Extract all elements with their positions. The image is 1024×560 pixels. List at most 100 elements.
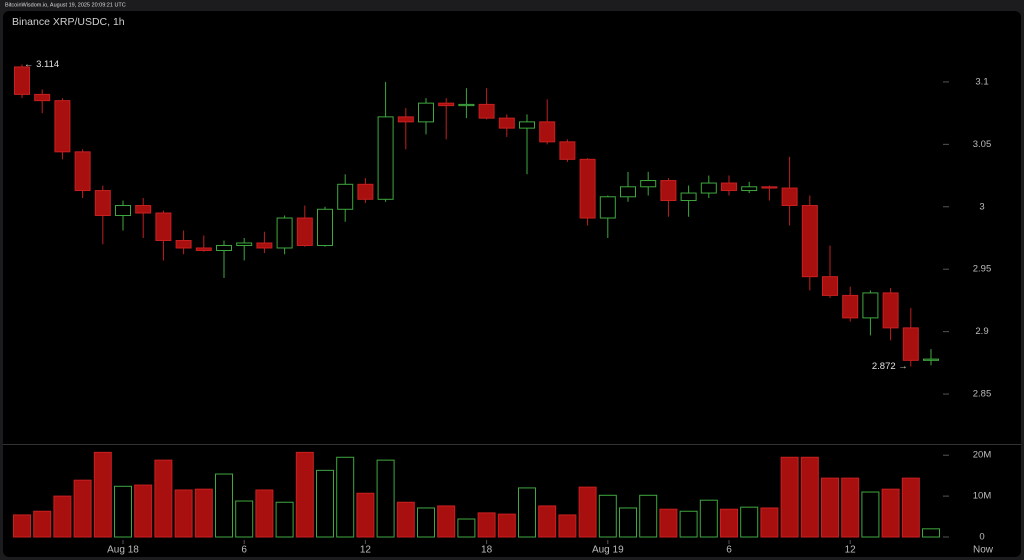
volume-bar [194, 488, 213, 538]
candle-body [680, 192, 697, 202]
volume-bar [619, 507, 637, 538]
volume-bar [639, 494, 658, 538]
volume-bar [53, 495, 72, 538]
volume-bar [720, 508, 738, 538]
volume-bar [901, 477, 920, 538]
volume-bar [659, 508, 678, 538]
price-annotation: ← 3.114 [24, 59, 59, 70]
candle-body [397, 116, 414, 123]
candle-body [842, 294, 859, 319]
volume-tick-label: 0 [979, 532, 984, 543]
volume-bar [93, 451, 112, 538]
volume-bar [437, 505, 456, 538]
candle-body [599, 196, 616, 219]
candle-body [882, 292, 899, 329]
volume-tick-label: 20M [973, 450, 992, 461]
volume-bar [376, 459, 395, 538]
plot-background [3, 11, 1021, 557]
y-tick-label: 3.05 [973, 139, 992, 150]
candle-body [640, 180, 657, 188]
volume-bar [336, 456, 355, 538]
volume-bar [477, 512, 496, 538]
candle-body [620, 186, 636, 198]
candle-body [781, 187, 798, 207]
y-tick-label: 2.95 [973, 264, 992, 275]
candle-body [357, 183, 374, 200]
volume-bar [922, 528, 940, 538]
volume-bar [861, 491, 880, 538]
volume-bar [841, 477, 860, 538]
volume-bar [13, 514, 31, 538]
price-annotation: 2.872 → [872, 361, 908, 372]
candle-body [175, 239, 192, 249]
volume-bar [578, 486, 597, 538]
x-tick-label: 6 [726, 545, 732, 556]
candle-body [660, 180, 677, 202]
y-tick-label: 2.85 [973, 389, 992, 400]
candle-body [579, 158, 596, 219]
x-tick-label: Aug 18 [107, 545, 139, 556]
candle-body [74, 151, 91, 192]
candle-body [94, 190, 111, 217]
candle-body [195, 247, 212, 251]
x-now-label: Now [973, 545, 994, 556]
candle-body [236, 242, 253, 246]
candle-body [276, 217, 293, 249]
candle-body [862, 292, 879, 319]
volume-bar [356, 492, 375, 538]
chart-title: Binance XRP/USDC, 1h [12, 16, 125, 28]
volume-bar [518, 487, 536, 538]
volume-bar [699, 499, 718, 538]
volume-bar [780, 456, 799, 538]
candle-body [458, 103, 475, 107]
candle-body [216, 244, 232, 251]
candle-body [822, 276, 838, 296]
volume-bar [396, 501, 415, 538]
candle-body [559, 141, 576, 160]
volume-bar [800, 456, 819, 538]
candle-body [721, 182, 737, 192]
x-tick-label: Aug 19 [592, 545, 624, 556]
volume-bar [275, 501, 294, 538]
candle-body [438, 102, 455, 107]
volume-bar [740, 506, 759, 538]
volume-bar [134, 484, 153, 538]
volume-tick-label: 10M [973, 491, 992, 502]
volume-bar [114, 485, 132, 538]
candle-body [923, 358, 939, 361]
candle-body [478, 103, 495, 119]
volume-bar [154, 459, 173, 538]
x-tick-label: 12 [845, 545, 857, 556]
candle-body [902, 327, 919, 361]
candle-body [155, 212, 172, 241]
header: BitcoinWisdom.io, August 19, 2025 20:09:… [5, 2, 126, 8]
y-tick-label: 3.1 [975, 76, 988, 87]
candle-body [256, 242, 273, 249]
candle-body [135, 205, 152, 214]
volume-bar [73, 479, 92, 538]
candle-body [761, 186, 778, 189]
candle-body [700, 182, 717, 194]
volume-bar [295, 451, 314, 538]
candle-body [14, 66, 30, 95]
volume-bar [760, 507, 779, 538]
volume-bar [215, 473, 233, 538]
candle-body [337, 183, 354, 210]
volume-bar [457, 518, 476, 538]
volume-bar [417, 507, 435, 538]
volume-bar [497, 513, 516, 538]
candle-body [115, 205, 131, 217]
volume-bar [174, 489, 193, 538]
volume-bar [881, 488, 900, 538]
volume-bar [235, 500, 254, 538]
volume-bar [558, 514, 577, 538]
volume-bar [821, 477, 839, 538]
x-tick-label: 12 [360, 545, 372, 556]
candle-body [539, 121, 556, 143]
volume-bar [598, 494, 617, 538]
x-tick-label: 6 [241, 545, 247, 556]
candle-body [296, 217, 313, 246]
volume-bar [316, 469, 334, 538]
